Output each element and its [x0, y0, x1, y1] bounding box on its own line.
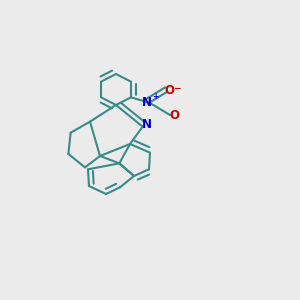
- Text: O: O: [169, 110, 179, 122]
- Text: +: +: [152, 92, 158, 100]
- Text: O: O: [165, 84, 175, 97]
- Text: N: N: [142, 118, 152, 131]
- Text: N: N: [142, 96, 152, 109]
- Text: −: −: [173, 84, 181, 93]
